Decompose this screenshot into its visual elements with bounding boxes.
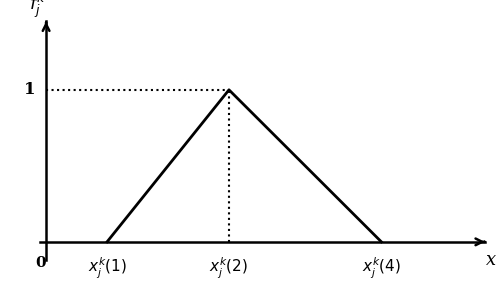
Text: x: x xyxy=(486,251,496,269)
Text: $x_j^k(1)$: $x_j^k(1)$ xyxy=(88,256,126,281)
Text: $x_j^k(2)$: $x_j^k(2)$ xyxy=(210,256,248,281)
Text: 1: 1 xyxy=(24,81,35,98)
Text: 0: 0 xyxy=(36,256,46,270)
Text: $x_j^k(4)$: $x_j^k(4)$ xyxy=(362,256,401,281)
Text: $f_j^k$: $f_j^k$ xyxy=(29,0,46,20)
